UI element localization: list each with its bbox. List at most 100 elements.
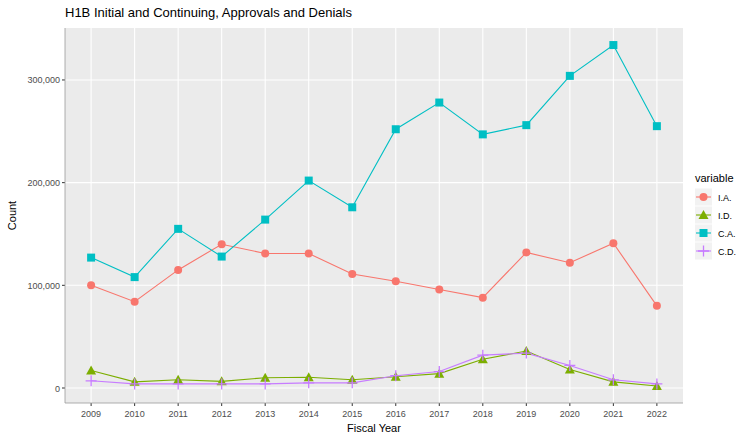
tick-mark — [91, 403, 92, 406]
x-tick-label: 2021 — [603, 409, 623, 419]
marker — [653, 302, 661, 310]
marker — [129, 378, 140, 389]
marker — [173, 378, 184, 389]
tick-mark — [526, 403, 527, 406]
marker — [174, 266, 182, 274]
tick-mark — [62, 285, 65, 286]
marker — [174, 225, 182, 233]
marker — [87, 281, 95, 289]
legend-marker — [698, 246, 709, 257]
y-tick-label: 0 — [55, 384, 60, 394]
tick-mark — [62, 388, 65, 389]
marker — [392, 125, 400, 133]
marker — [261, 249, 269, 257]
tick-mark — [221, 403, 222, 406]
grid-line — [569, 28, 570, 403]
marker — [348, 270, 356, 278]
y-tick-label: 300,000 — [27, 75, 60, 85]
y-axis-title: Count — [6, 201, 18, 230]
panel — [65, 28, 683, 403]
tick-mark — [613, 403, 614, 406]
marker — [479, 294, 487, 302]
legend-label: I.A. — [718, 193, 732, 203]
marker — [260, 378, 271, 389]
legend-key — [695, 243, 712, 260]
grid-line — [65, 79, 683, 80]
grid-line — [308, 28, 309, 403]
grid-line — [482, 28, 483, 403]
title: H1B Initial and Continuing, Approvals an… — [65, 5, 352, 20]
marker — [566, 259, 574, 267]
marker — [435, 285, 443, 293]
y-tick-label: 200,000 — [27, 178, 60, 188]
marker — [522, 121, 530, 129]
marker — [566, 72, 574, 80]
marker — [651, 378, 662, 389]
marker — [609, 41, 617, 49]
tick-mark — [656, 403, 657, 406]
marker — [522, 248, 530, 256]
x-tick-label: 2020 — [560, 409, 580, 419]
legend-marker — [699, 210, 709, 219]
marker — [609, 239, 617, 247]
x-tick-label: 2016 — [386, 409, 406, 419]
grid-line — [352, 28, 353, 403]
x-tick-label: 2018 — [473, 409, 493, 419]
grid-line — [395, 28, 396, 403]
x-tick-label: 2009 — [81, 409, 101, 419]
x-tick-label: 2015 — [342, 409, 362, 419]
tick-mark — [439, 403, 440, 406]
marker — [216, 378, 227, 389]
marker — [86, 366, 96, 375]
marker — [653, 122, 661, 130]
marker — [564, 360, 575, 371]
marker — [218, 240, 226, 248]
x-axis-title: Fiscal Year — [347, 422, 401, 434]
series-line — [91, 353, 657, 384]
plot-area — [86, 41, 663, 390]
marker — [347, 377, 358, 388]
background — [0, 0, 751, 440]
tick-mark — [352, 403, 353, 406]
series-line — [91, 243, 657, 306]
marker — [87, 254, 95, 262]
series-line — [91, 351, 657, 386]
legend-marker — [700, 193, 708, 201]
tick-mark — [308, 403, 309, 406]
x-tick-label: 2017 — [429, 409, 449, 419]
grid-line — [221, 28, 222, 403]
grid-line — [178, 28, 179, 403]
marker — [348, 203, 356, 211]
legend-label: I.D. — [718, 211, 732, 221]
tick-mark — [569, 403, 570, 406]
tick-mark — [178, 403, 179, 406]
marker — [131, 298, 139, 306]
x-tick-label: 2013 — [255, 409, 275, 419]
marker — [303, 377, 314, 388]
legend-key — [695, 207, 712, 224]
grid-line — [65, 387, 683, 388]
x-tick-label: 2011 — [168, 409, 187, 419]
grid-line — [91, 28, 92, 403]
tick-mark — [482, 403, 483, 406]
grid-line — [656, 28, 657, 403]
marker — [86, 375, 97, 386]
legend-marker — [700, 229, 708, 237]
marker — [218, 253, 226, 261]
y-tick-label: 100,000 — [27, 281, 60, 291]
marker — [305, 177, 313, 185]
x-axis-line — [65, 403, 683, 404]
grid-line — [65, 182, 683, 183]
y-axis-line — [65, 28, 66, 403]
marker — [392, 277, 400, 285]
marker — [261, 216, 269, 224]
legend-label: C.A. — [718, 229, 736, 239]
x-tick-label: 2022 — [647, 409, 667, 419]
tick-mark — [395, 403, 396, 406]
legend-title: variable — [695, 172, 734, 184]
marker — [435, 99, 443, 107]
tick-mark — [265, 403, 266, 406]
grid-line — [265, 28, 266, 403]
marker — [608, 374, 619, 385]
x-tick-label: 2010 — [125, 409, 145, 419]
